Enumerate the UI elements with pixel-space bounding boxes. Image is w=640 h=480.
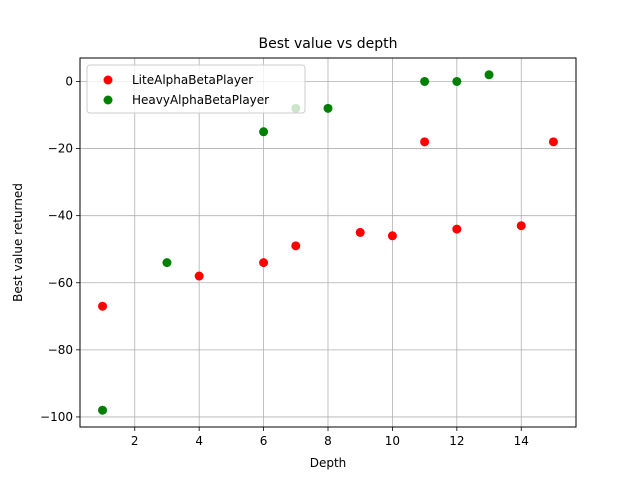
scatter-point-heavy <box>452 76 462 86</box>
y-axis-label: Best value returned <box>11 183 25 302</box>
legend: LiteAlphaBetaPlayer HeavyAlphaBetaPlayer <box>86 64 306 114</box>
y-tick-label: −80 <box>48 343 73 357</box>
scatter-point-heavy <box>162 258 172 268</box>
x-tick-label: 4 <box>195 434 203 448</box>
scatter-point-heavy <box>484 70 494 80</box>
scatter-point-lite <box>291 241 301 251</box>
legend-label: LiteAlphaBetaPlayer <box>132 73 253 87</box>
scatter-point-lite <box>420 137 430 147</box>
scatter-point-lite <box>548 137 558 147</box>
scatter-point-lite <box>194 271 204 281</box>
scatter-point-heavy <box>420 76 430 86</box>
y-tick-label: −20 <box>48 142 73 156</box>
x-axis-label: Depth <box>310 456 347 470</box>
y-tick-label: −40 <box>48 209 73 223</box>
y-tick-label: 0 <box>65 74 73 88</box>
scatter-point-lite <box>355 227 365 237</box>
scatter-point-lite <box>452 224 462 234</box>
scatter-point-heavy <box>98 405 108 415</box>
legend-marker <box>103 75 113 85</box>
axis-ticks: 2 4 6 8 10 12 14 −100 −80 −60 −40 −20 0 <box>40 74 529 448</box>
chart-title: Best value vs depth <box>259 36 398 52</box>
x-tick-label: 2 <box>131 434 139 448</box>
x-tick-label: 12 <box>449 434 464 448</box>
scatter-point-lite <box>387 231 397 241</box>
legend-box <box>86 64 306 114</box>
y-tick-label: −60 <box>48 276 73 290</box>
y-tick-label: −100 <box>40 410 73 424</box>
scatter-point-lite <box>98 301 108 311</box>
grid <box>80 58 576 427</box>
scatter-point-lite <box>516 221 526 231</box>
legend-marker <box>103 95 113 105</box>
scatter-point-lite <box>259 258 269 268</box>
x-tick-label: 6 <box>260 434 268 448</box>
scatter-point-heavy <box>323 103 333 113</box>
x-tick-label: 14 <box>514 434 529 448</box>
x-tick-label: 8 <box>324 434 332 448</box>
x-tick-label: 10 <box>385 434 400 448</box>
scatter-point-heavy <box>259 127 269 137</box>
legend-label: HeavyAlphaBetaPlayer <box>132 93 269 107</box>
